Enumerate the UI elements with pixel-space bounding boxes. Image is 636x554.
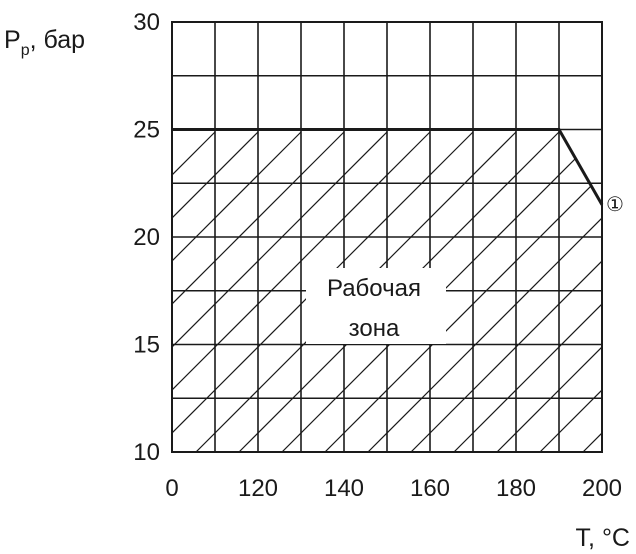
zone-label-line2: зона bbox=[349, 315, 400, 342]
tick-labels: 30 25 20 15 100 120 140 160 180 200 bbox=[133, 9, 622, 502]
hatch-line bbox=[172, 131, 302, 452]
hatch-line bbox=[172, 131, 173, 452]
hatch-line bbox=[626, 132, 636, 452]
curve-marker: ① bbox=[606, 192, 624, 216]
x-tick-label: 120 bbox=[238, 475, 278, 502]
y-axis-title-main: P bbox=[4, 26, 21, 54]
y-axis-title-rest: , бар bbox=[30, 26, 85, 54]
y-tick-label: 30 bbox=[133, 9, 160, 36]
hatch-line bbox=[172, 131, 431, 452]
zone-label-line1: Рабочая bbox=[327, 275, 421, 302]
x-tick-label: 140 bbox=[324, 475, 364, 502]
x-tick-label: 200 bbox=[582, 475, 622, 502]
x-tick-label: 0 bbox=[165, 475, 178, 502]
x-axis-title: T, °C bbox=[576, 524, 630, 552]
y-tick-label: 15 bbox=[133, 332, 160, 359]
y-axis-title-sub: p bbox=[21, 42, 30, 59]
x-tick-label: 160 bbox=[410, 475, 450, 502]
hatch-line bbox=[172, 131, 259, 452]
hatch-line bbox=[582, 131, 602, 452]
y-tick-label: 10 bbox=[133, 439, 160, 466]
y-axis-title: Pp, бар bbox=[4, 26, 85, 59]
max-pressure-line bbox=[172, 128, 604, 206]
y-tick-label: 25 bbox=[133, 117, 160, 144]
plot-border bbox=[171, 21, 603, 453]
x-tick-label: 180 bbox=[496, 475, 536, 502]
zone-label-background bbox=[306, 268, 446, 344]
y-tick-label: 20 bbox=[133, 224, 160, 251]
hatch-line bbox=[172, 131, 216, 452]
chart-frame bbox=[171, 21, 603, 453]
hatch-line bbox=[172, 131, 388, 452]
boundary-curve bbox=[172, 128, 604, 206]
hatch-line bbox=[172, 131, 345, 452]
hatch-line bbox=[496, 131, 602, 452]
chart-grid bbox=[172, 22, 602, 452]
